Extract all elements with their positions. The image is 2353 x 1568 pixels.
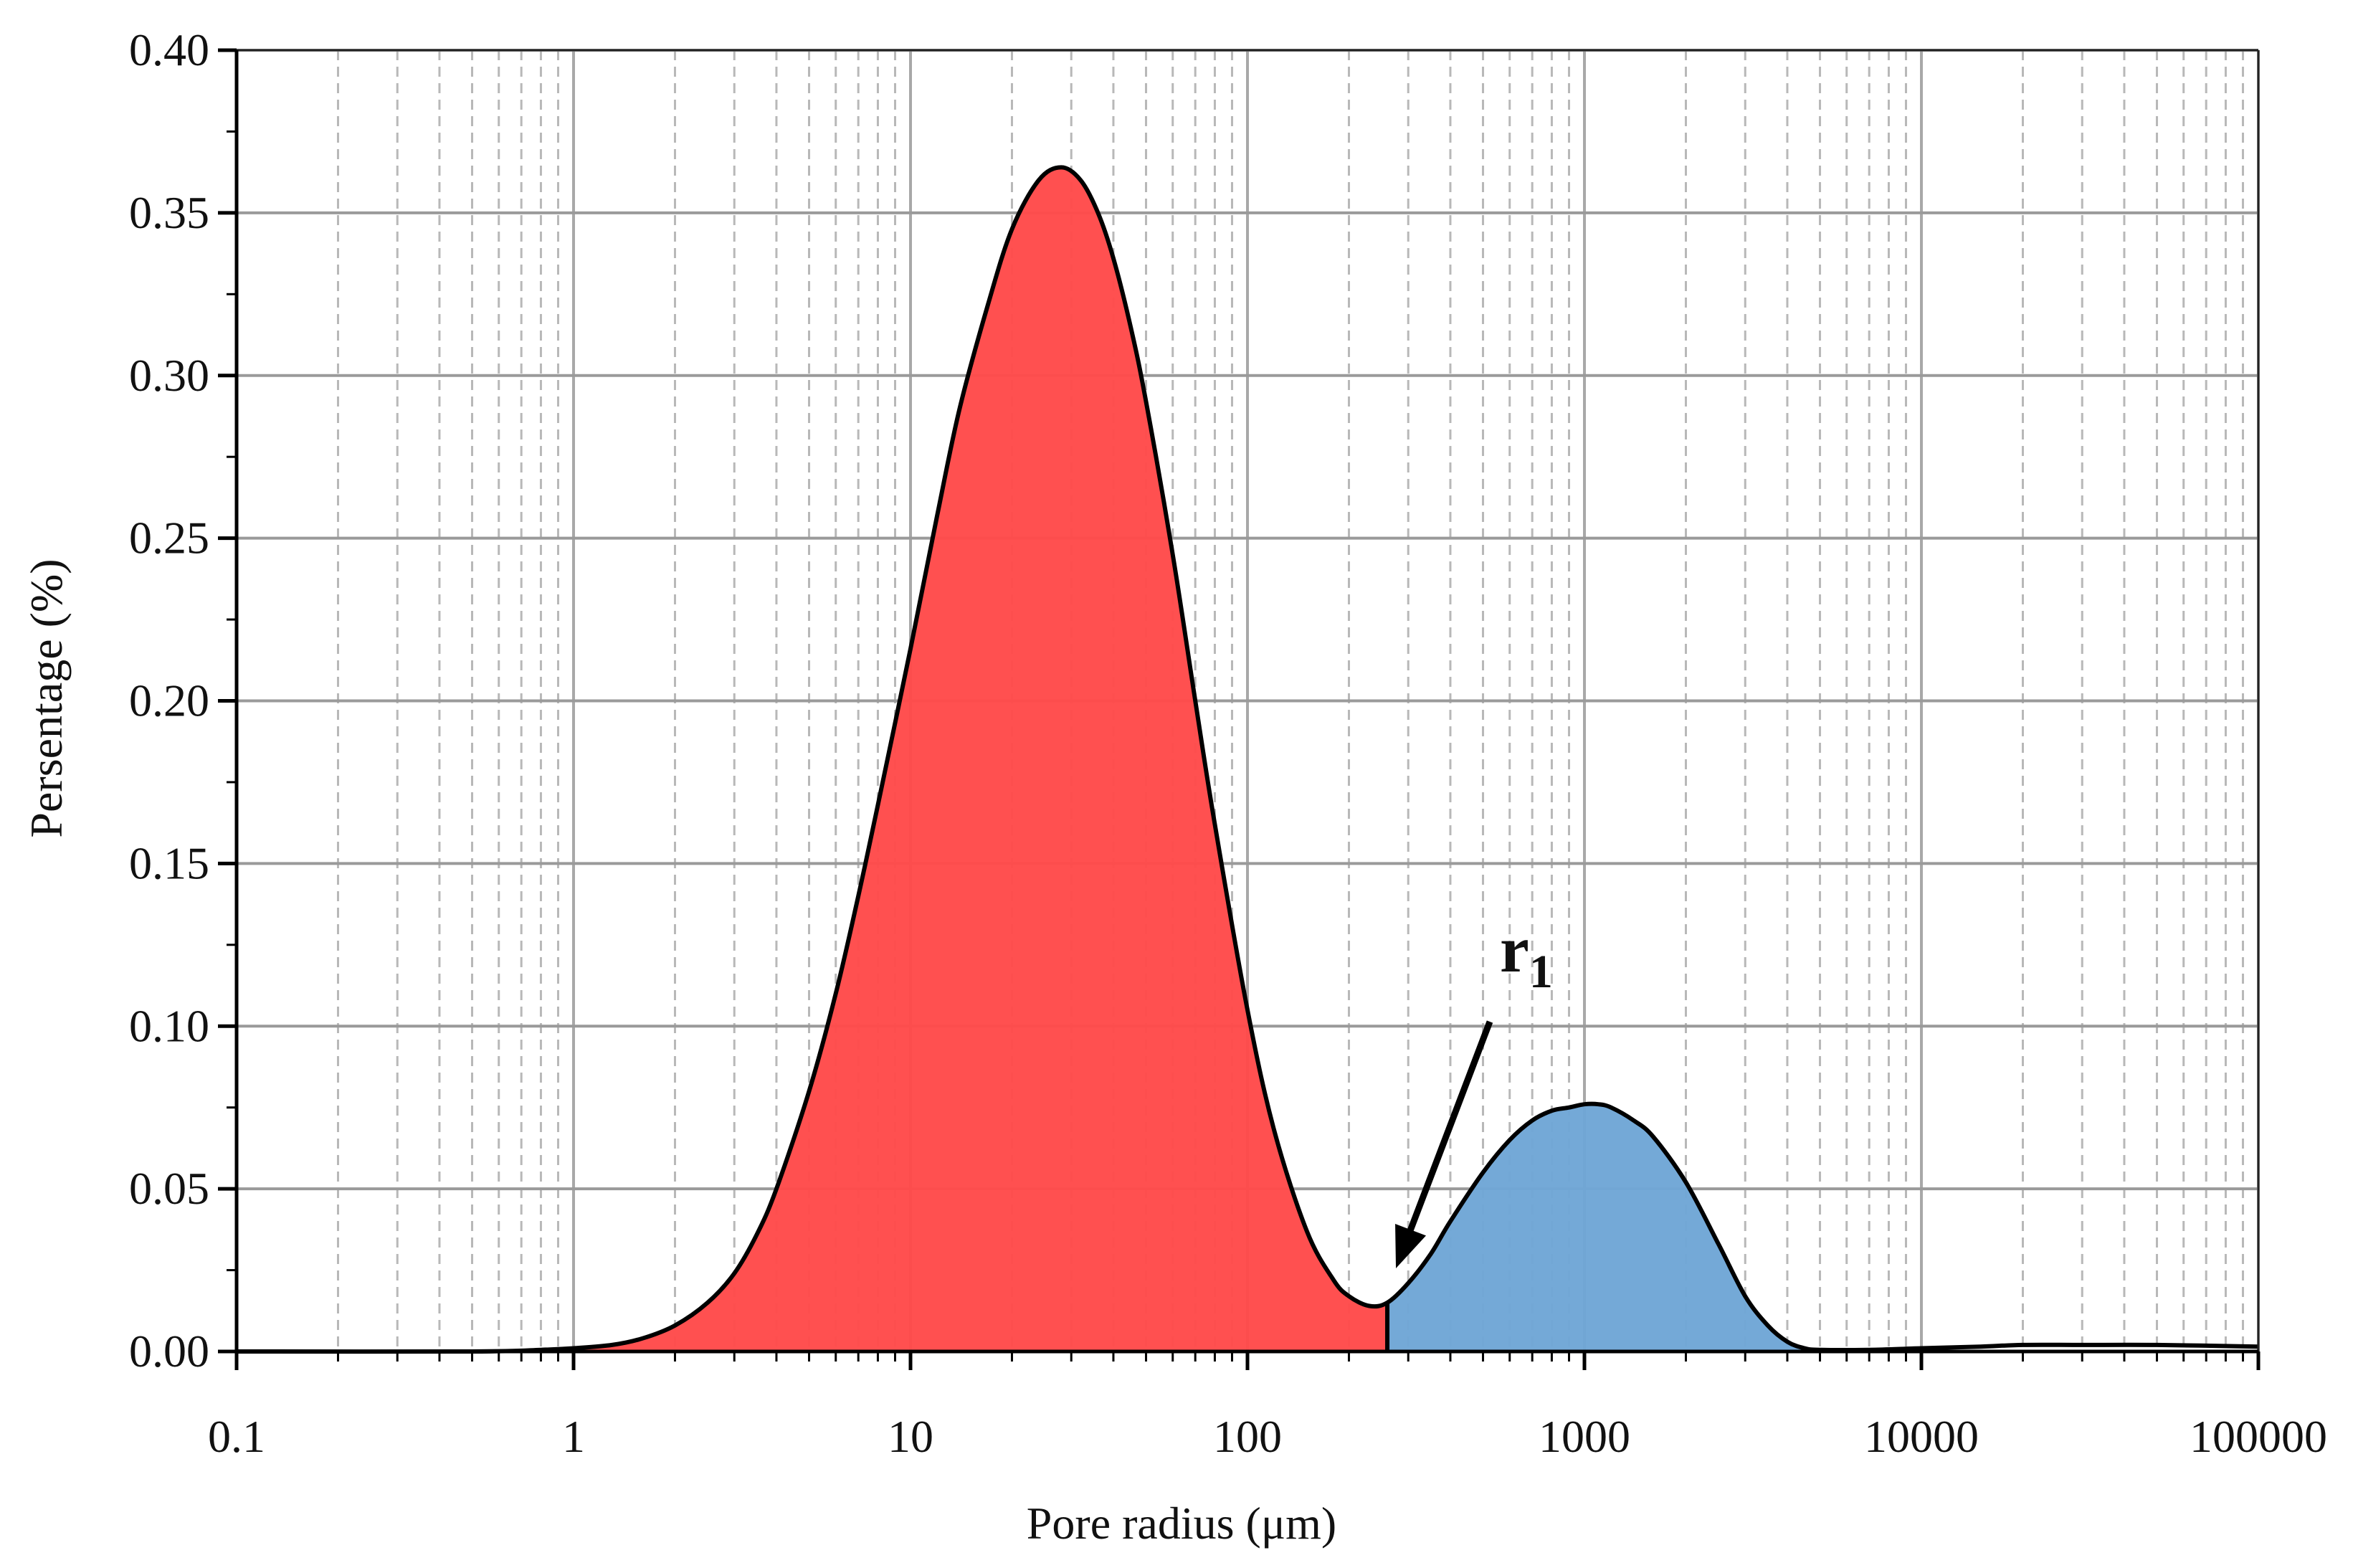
x-axis-ticks: 0.1 1 10 100 1000 10000 100000 <box>208 1351 2327 1462</box>
x-tick-label: 0.1 <box>208 1411 265 1462</box>
x-tick-label: 1000 <box>1539 1411 1630 1462</box>
r1-arrow-shaft <box>1405 1020 1493 1237</box>
y-tick-label: 0.10 <box>129 1000 209 1051</box>
x-tick-label: 100 <box>1213 1411 1282 1462</box>
x-tick-label: 100000 <box>2190 1411 2327 1462</box>
y-tick-label: 0.20 <box>129 675 209 726</box>
y-tick-label: 0.40 <box>129 24 209 75</box>
r1-annotation: r1 <box>1395 913 1553 1268</box>
shaded-region-1 <box>574 167 1387 1351</box>
distribution-curve <box>236 165 2259 1354</box>
x-tick-label: 10 <box>888 1411 933 1462</box>
x-tick-label: 1 <box>562 1411 585 1462</box>
r1-arrow-head <box>1395 1223 1427 1268</box>
y-tick-label: 0.25 <box>129 513 209 564</box>
y-axis-label: Persentage (%) <box>21 559 72 837</box>
y-tick-label: 0.15 <box>129 837 209 888</box>
distribution-curve-layer <box>236 165 2259 1354</box>
y-axis-ticks: 0.00 0.05 0.10 0.15 0.20 0.25 0.30 0.35 0.40 <box>129 24 237 1377</box>
r1-label: r1 <box>1500 913 1553 998</box>
shaded-region-2 <box>1387 1103 1805 1351</box>
y-tick-label: 0.35 <box>129 187 209 238</box>
filled-regions <box>574 167 1805 1351</box>
r1-label-subscript: 1 <box>1529 946 1553 998</box>
x-axis-label: Pore radius (μm) <box>1027 1498 1336 1549</box>
r1-label-base: r <box>1500 913 1529 986</box>
y-tick-label: 0.05 <box>129 1163 209 1214</box>
x-tick-label: 10000 <box>1864 1411 1979 1462</box>
y-tick-label: 0.00 <box>129 1326 209 1377</box>
y-tick-label: 0.30 <box>129 350 209 401</box>
